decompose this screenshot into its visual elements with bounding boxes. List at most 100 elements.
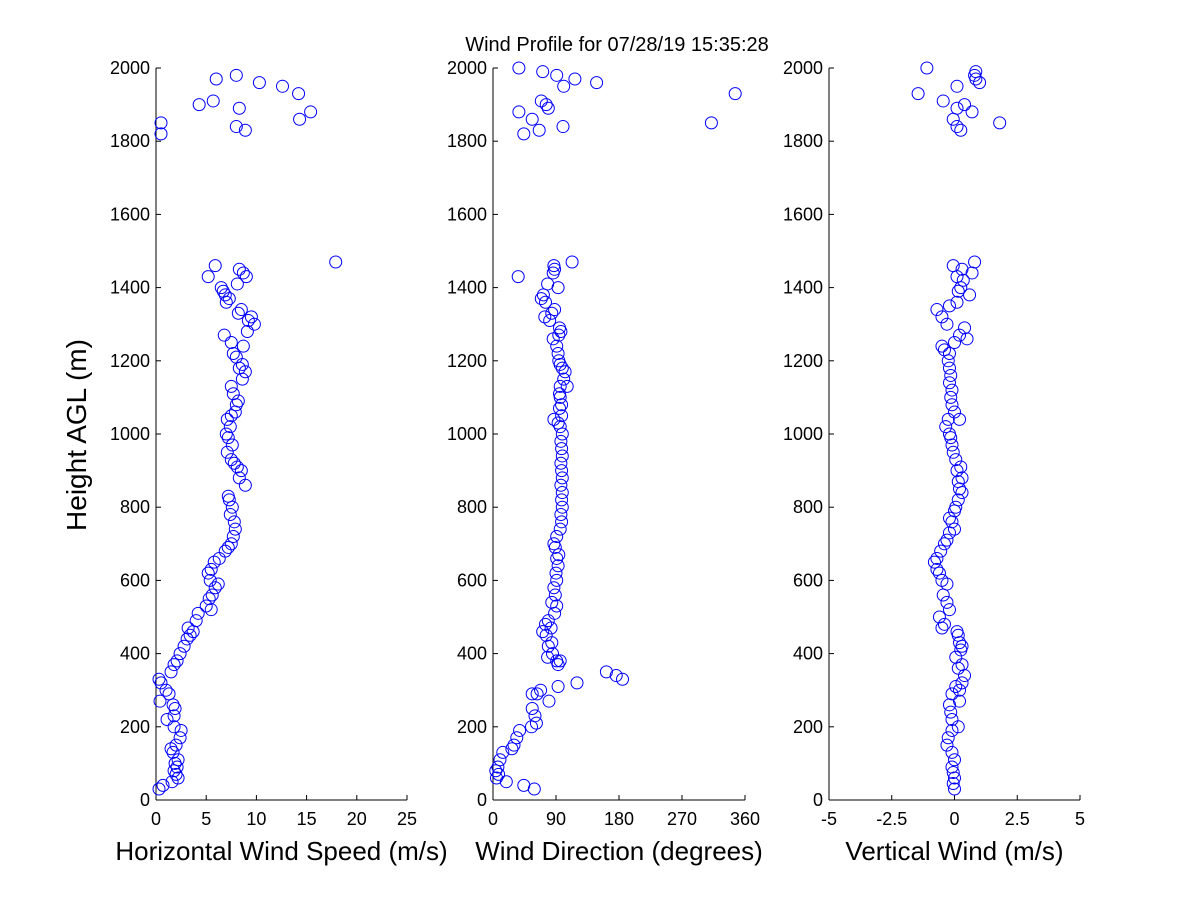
- y-tick-label: 600: [793, 570, 823, 590]
- data-point: [539, 628, 553, 642]
- y-tick-label: 1200: [447, 351, 487, 371]
- y-tick-label: 2000: [110, 58, 150, 78]
- data-point: [965, 105, 979, 119]
- data-point: [948, 522, 961, 536]
- y-tick-label: 1400: [783, 278, 823, 298]
- data-point: [546, 647, 559, 661]
- data-point: [293, 112, 307, 126]
- data-point: [548, 606, 562, 620]
- y-tick-label: 1600: [783, 204, 823, 224]
- data-point: [555, 486, 569, 500]
- data-point: [539, 295, 552, 309]
- data-point: [948, 336, 961, 349]
- data-point: [528, 709, 542, 723]
- data-point: [554, 434, 568, 448]
- x-tick-label: 0: [488, 809, 498, 829]
- data-point: [958, 669, 972, 683]
- y-tick-label: 800: [793, 497, 823, 517]
- data-point: [968, 255, 982, 269]
- data-point: [920, 61, 934, 75]
- y-tick-label: 1800: [110, 131, 150, 151]
- data-point: [173, 731, 187, 745]
- data-point: [221, 540, 235, 554]
- data-point: [557, 372, 571, 386]
- data-point: [152, 782, 166, 796]
- data-point: [208, 581, 222, 595]
- data-point: [229, 120, 243, 134]
- data-point: [940, 317, 954, 331]
- data-point: [525, 687, 539, 701]
- data-point: [950, 625, 964, 639]
- data-point: [545, 595, 559, 609]
- data-point: [932, 566, 946, 580]
- data-point: [539, 617, 552, 631]
- data-point: [945, 760, 959, 774]
- data-point: [219, 427, 233, 441]
- data-point: [551, 346, 565, 360]
- data-point: [946, 445, 960, 459]
- data-point: [937, 537, 951, 551]
- data-point: [940, 533, 954, 547]
- x-axis-label: Wind Direction (degrees): [475, 836, 763, 866]
- data-point: [545, 306, 559, 320]
- data-point: [191, 606, 205, 620]
- y-tick-label: 1000: [783, 424, 823, 444]
- data-point: [951, 661, 965, 675]
- y-tick-label: 2000: [783, 58, 823, 78]
- data-point: [555, 427, 569, 441]
- data-point: [590, 76, 604, 90]
- y-tick-label: 400: [120, 644, 150, 664]
- data-point: [704, 116, 718, 130]
- data-point: [532, 123, 546, 137]
- data-point: [552, 548, 566, 562]
- data-point: [541, 639, 555, 653]
- data-point: [224, 336, 238, 349]
- data-point: [954, 281, 968, 295]
- data-point: [949, 680, 963, 694]
- data-point: [554, 456, 568, 470]
- data-point: [554, 478, 568, 492]
- y-tick-label: 1000: [110, 424, 150, 444]
- data-point: [183, 628, 197, 642]
- data-point: [565, 255, 579, 269]
- data-point: [232, 471, 246, 485]
- data-point: [536, 65, 550, 79]
- data-point: [950, 79, 964, 93]
- x-tick-label: 90: [546, 809, 566, 829]
- x-axis-label: Vertical Wind (m/s): [845, 836, 1063, 866]
- data-point: [232, 262, 246, 276]
- data-point: [954, 123, 968, 137]
- data-point: [555, 409, 569, 423]
- data-point: [942, 361, 956, 375]
- data-point: [507, 738, 521, 752]
- data-point: [558, 365, 572, 379]
- data-point: [553, 654, 567, 668]
- y-tick-label: 600: [120, 570, 150, 590]
- data-point: [616, 672, 629, 686]
- figure-title: Wind Profile for 07/28/19 15:35:28: [465, 34, 769, 56]
- data-point: [170, 654, 184, 668]
- data-point: [304, 105, 318, 119]
- data-point: [512, 61, 526, 75]
- data-point: [511, 270, 525, 284]
- x-tick-label: 10: [246, 809, 266, 829]
- data-point: [555, 493, 569, 507]
- data-point: [599, 665, 613, 679]
- data-point: [236, 339, 250, 353]
- data-point: [211, 577, 225, 591]
- data-point: [955, 658, 969, 672]
- data-point: [955, 486, 969, 500]
- y-tick-label: 1000: [447, 424, 487, 444]
- data-point: [948, 782, 961, 796]
- data-point: [236, 266, 250, 280]
- data-point: [199, 599, 213, 613]
- data-point: [496, 745, 510, 759]
- data-point: [949, 453, 963, 467]
- data-point: [241, 314, 255, 328]
- data-point: [927, 555, 941, 569]
- data-point: [969, 72, 983, 86]
- data-point: [234, 464, 248, 478]
- data-point: [180, 632, 194, 646]
- data-point: [550, 654, 564, 668]
- data-point: [548, 303, 562, 317]
